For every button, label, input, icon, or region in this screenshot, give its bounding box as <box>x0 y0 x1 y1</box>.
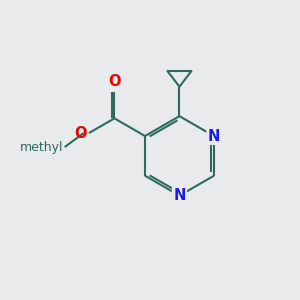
Text: methyl: methyl <box>20 141 63 154</box>
Text: O: O <box>108 74 121 89</box>
Text: N: N <box>208 128 220 143</box>
Text: O: O <box>74 126 87 141</box>
Text: N: N <box>173 188 186 203</box>
